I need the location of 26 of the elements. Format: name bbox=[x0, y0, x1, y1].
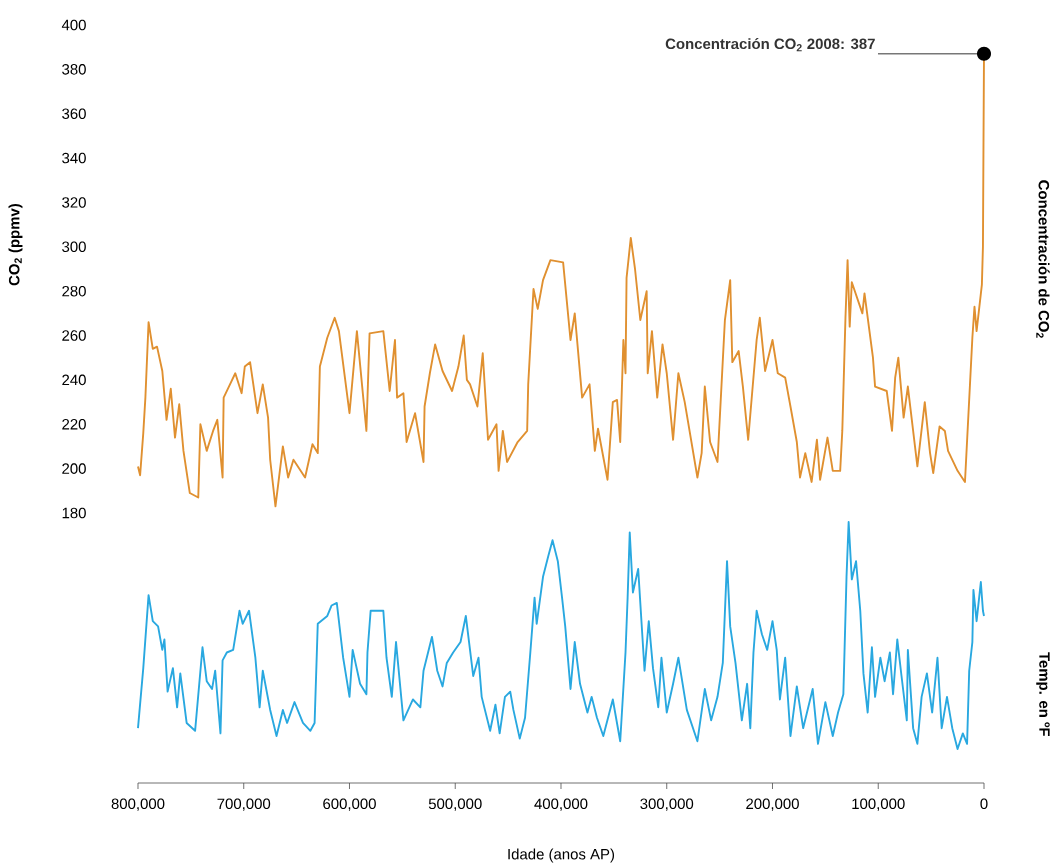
y-tick-label: 400 bbox=[61, 19, 86, 31]
y-axis-title: CO$_{2}$ (ppmv) bbox=[8, 203, 23, 286]
y-tick-label: 340 bbox=[62, 152, 86, 164]
x-tick-label: 100,000 bbox=[852, 798, 905, 811]
y-tick-label: 380 bbox=[62, 64, 86, 75]
x-axis-title: Idade (anos AP) bbox=[508, 848, 615, 863]
text: Temp. en ºF bbox=[1036, 652, 1050, 737]
x-tick-label: 800,000 bbox=[111, 798, 165, 811]
annotation: Concentración CO$_{2}$ 2008: 387 bbox=[665, 38, 875, 52]
y-tick-label: 180 bbox=[62, 507, 86, 519]
y-tick-label: 280 bbox=[62, 285, 86, 297]
y-tick-label: 320 bbox=[62, 197, 86, 208]
y-tick-label: 240 bbox=[62, 374, 86, 386]
y-tick-label: 300 bbox=[62, 241, 86, 253]
y-tick-label: 360 bbox=[62, 108, 86, 119]
x-tick-label: 600,000 bbox=[323, 798, 376, 811]
x-tick-label: 500,000 bbox=[428, 798, 482, 811]
x-tick-label: 300,000 bbox=[640, 798, 694, 811]
x-tick-label: 700,000 bbox=[217, 798, 271, 811]
text: Concentración de CO$_{2}$ bbox=[1036, 180, 1050, 338]
y-tick-label: 220 bbox=[62, 418, 86, 430]
y-tick-label: 260 bbox=[62, 330, 86, 341]
x-tick-label: 400,000 bbox=[534, 798, 588, 811]
x-tick-label: 0 bbox=[980, 798, 988, 810]
x-tick-label: 200,000 bbox=[746, 798, 799, 811]
y-tick-label: 200 bbox=[62, 463, 86, 474]
